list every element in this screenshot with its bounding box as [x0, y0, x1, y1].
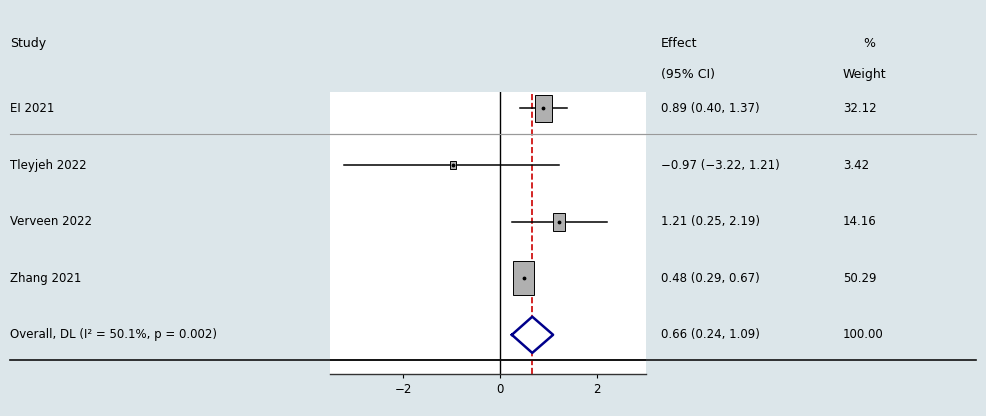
- Text: 100.00: 100.00: [843, 328, 883, 341]
- Text: Effect: Effect: [661, 37, 697, 50]
- Bar: [451, 161, 456, 169]
- Bar: [513, 261, 534, 295]
- Text: 50.29: 50.29: [843, 272, 877, 285]
- Text: Zhang 2021: Zhang 2021: [10, 272, 81, 285]
- Bar: [553, 213, 565, 230]
- Text: Tleyjeh 2022: Tleyjeh 2022: [10, 158, 87, 171]
- Text: 0.89 (0.40, 1.37): 0.89 (0.40, 1.37): [661, 102, 759, 115]
- Text: 0.48 (0.29, 0.67): 0.48 (0.29, 0.67): [661, 272, 759, 285]
- Text: 1.21 (0.25, 2.19): 1.21 (0.25, 2.19): [661, 215, 759, 228]
- Text: (95% CI): (95% CI): [661, 68, 715, 82]
- Text: Verveen 2022: Verveen 2022: [10, 215, 92, 228]
- Text: 14.16: 14.16: [843, 215, 877, 228]
- Polygon shape: [512, 317, 553, 353]
- Text: 0.66 (0.24, 1.09): 0.66 (0.24, 1.09): [661, 328, 759, 341]
- Text: Study: Study: [10, 37, 46, 50]
- Text: EI 2021: EI 2021: [10, 102, 54, 115]
- Bar: [534, 95, 552, 122]
- Text: Weight: Weight: [843, 68, 886, 82]
- Text: 32.12: 32.12: [843, 102, 877, 115]
- Text: −0.97 (−3.22, 1.21): −0.97 (−3.22, 1.21): [661, 158, 779, 171]
- Text: Overall, DL (I² = 50.1%, p = 0.002): Overall, DL (I² = 50.1%, p = 0.002): [10, 328, 217, 341]
- Text: 3.42: 3.42: [843, 158, 869, 171]
- Text: %: %: [863, 37, 875, 50]
